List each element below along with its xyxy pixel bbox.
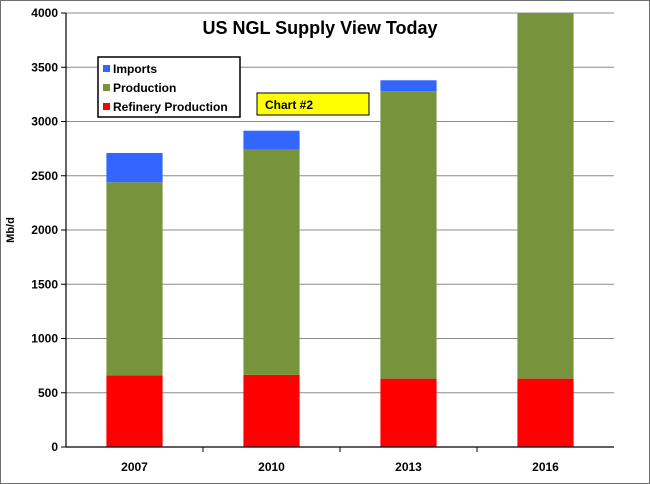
bar-segment <box>380 80 437 92</box>
y-tick-label: 4000 <box>31 6 58 20</box>
legend-label: Refinery Production <box>113 100 228 114</box>
y-tick-labels: 0 500 1000 1500 2000 2500 3000 3500 4000 <box>31 6 58 454</box>
bar-segment <box>517 378 574 447</box>
legend-label: Production <box>113 81 176 95</box>
x-tick-label: 2007 <box>121 460 148 474</box>
x-tick-label: 2010 <box>258 460 285 474</box>
legend-swatch <box>103 84 110 91</box>
y-tick-label: 0 <box>51 440 58 454</box>
bar-segment <box>243 130 300 150</box>
chart-title: US NGL Supply View Today <box>202 18 437 38</box>
chart-annotation: Chart #2 <box>256 92 370 116</box>
bars <box>106 13 574 447</box>
bar-segment <box>243 149 300 375</box>
y-tick-label: 2000 <box>31 223 58 237</box>
x-tick-label: 2013 <box>395 460 422 474</box>
bar-segment <box>106 182 163 376</box>
bar-segment <box>380 91 437 379</box>
y-tick-label: 1000 <box>31 332 58 346</box>
y-tick-label: 1500 <box>31 277 58 291</box>
y-tick-label: 3500 <box>31 60 58 74</box>
legend-swatch <box>103 65 110 72</box>
y-tick-label: 3000 <box>31 115 58 129</box>
x-tick-label: 2016 <box>532 460 559 474</box>
legend-label: Imports <box>113 62 157 76</box>
y-tick-label: 2500 <box>31 169 58 183</box>
bar-segment <box>380 378 437 447</box>
legend-swatch <box>103 103 110 110</box>
y-axis-label: Mb/d <box>5 217 17 243</box>
bar-segment <box>243 374 300 447</box>
y-tick-label: 500 <box>38 386 58 400</box>
bar-segment <box>517 13 574 379</box>
annotation-text: Chart #2 <box>265 98 313 112</box>
legend: Imports Production Refinery Production <box>97 56 241 118</box>
x-tick-labels: 2007 2010 2013 2016 <box>121 447 559 474</box>
bar-segment <box>106 152 163 183</box>
bar-segment <box>106 375 163 447</box>
